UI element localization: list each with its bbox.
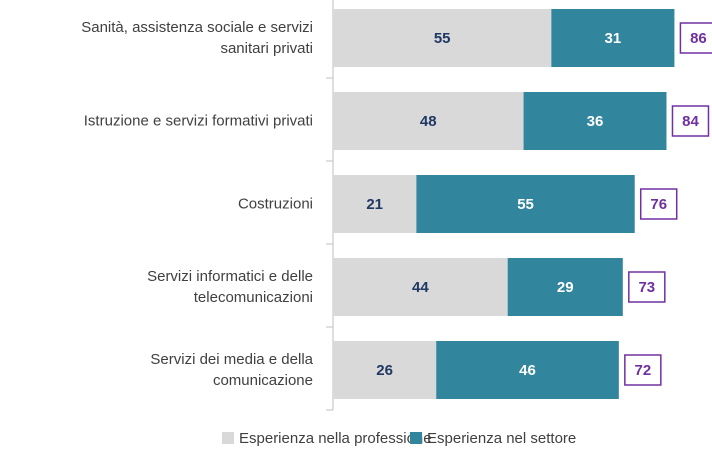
legend-swatch xyxy=(410,432,422,444)
bar-segment xyxy=(333,175,417,233)
bar-segment xyxy=(416,175,635,233)
bar-segment xyxy=(523,92,667,150)
total-box xyxy=(624,354,662,386)
category-label: Istruzione e servizi formativi privati xyxy=(83,112,313,130)
total-box xyxy=(671,105,710,137)
bar-segment xyxy=(507,258,623,316)
legend-label: Esperienza nel settore xyxy=(427,430,576,447)
legend-swatch xyxy=(222,432,234,444)
data-label: 46 xyxy=(519,362,536,379)
data-label: 55 xyxy=(517,196,534,213)
category-label: Servizi dei media e della comunicazione xyxy=(150,351,313,389)
data-label: 36 xyxy=(587,113,604,130)
total-label: 86 xyxy=(690,30,707,47)
legend-label: Esperienza nella professione xyxy=(239,430,432,447)
data-label: 31 xyxy=(605,30,622,47)
total-box xyxy=(639,188,678,220)
category-label: Servizi informatici e delle telecomunica… xyxy=(147,268,313,306)
bar-segment xyxy=(333,9,552,67)
bar-segment xyxy=(551,9,675,67)
total-label: 73 xyxy=(638,279,655,296)
data-label: 44 xyxy=(412,279,429,296)
data-label: 21 xyxy=(366,196,383,213)
category-label: Sanità, assistenza sociale e servizi san… xyxy=(81,19,313,57)
data-label: 55 xyxy=(434,30,451,47)
total-box xyxy=(628,271,666,303)
bar-segment xyxy=(333,341,437,399)
data-label: 29 xyxy=(557,279,574,296)
total-label: 72 xyxy=(634,362,651,379)
data-label: 26 xyxy=(376,362,393,379)
bar-segment xyxy=(333,92,524,150)
bar-segment xyxy=(333,258,508,316)
data-label: 48 xyxy=(420,113,437,130)
bar-segment xyxy=(436,341,619,399)
category-label: Costruzioni xyxy=(237,195,313,213)
total-label: 76 xyxy=(650,196,667,213)
total-box xyxy=(679,22,712,54)
total-label: 84 xyxy=(682,113,699,130)
